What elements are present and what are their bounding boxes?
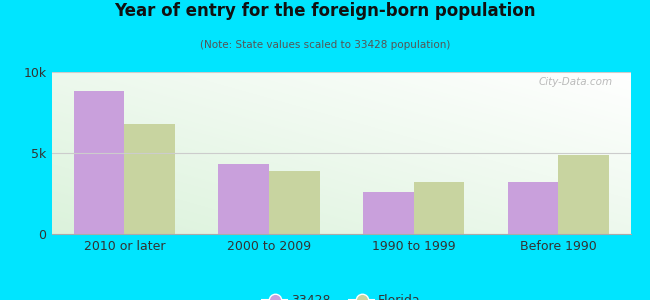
Bar [124, 124, 175, 234]
Bar [73, 92, 124, 234]
Bar [413, 182, 464, 234]
Bar [558, 154, 609, 234]
Bar [508, 182, 558, 234]
Bar [218, 164, 269, 234]
Bar [363, 192, 413, 234]
Text: City-Data.com: City-Data.com [539, 77, 613, 87]
Text: (Note: State values scaled to 33428 population): (Note: State values scaled to 33428 popu… [200, 40, 450, 50]
Bar [269, 171, 320, 234]
Legend: 33428, Florida: 33428, Florida [257, 289, 426, 300]
Text: Year of entry for the foreign-born population: Year of entry for the foreign-born popul… [114, 2, 536, 20]
